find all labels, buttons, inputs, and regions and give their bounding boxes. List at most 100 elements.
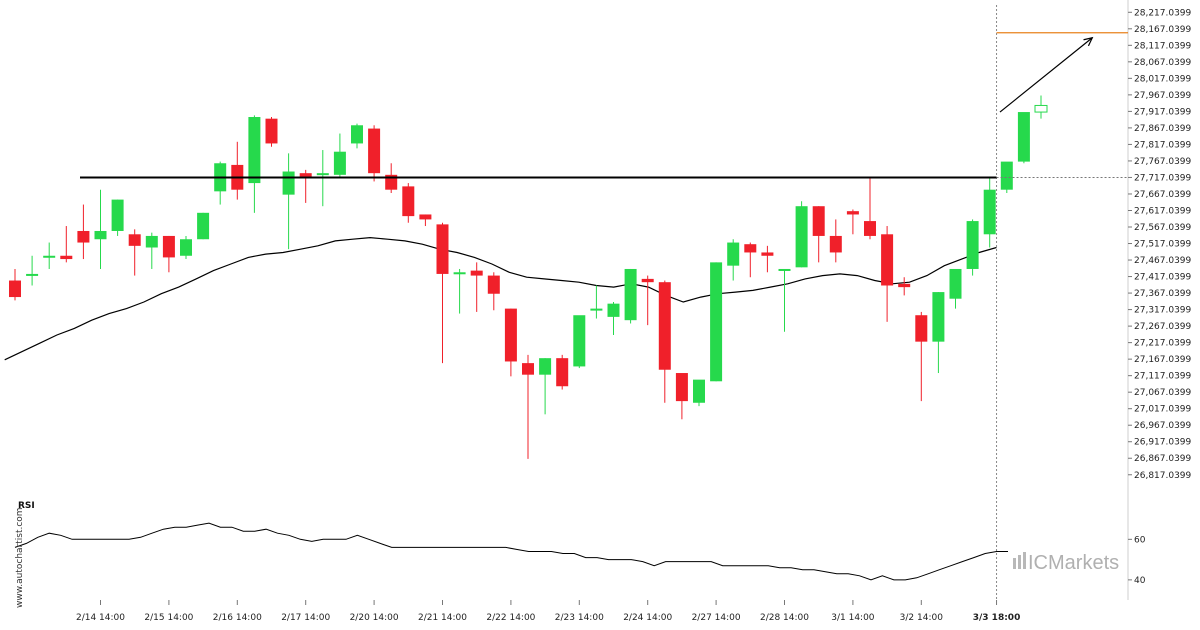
candle-body [727,242,740,266]
candle [470,262,483,312]
candle-body [966,221,979,269]
candle-body [145,235,158,248]
candle [573,315,586,369]
time-tick-label: 2/16 14:00 [213,613,262,623]
candle-body [128,234,141,246]
candle [881,226,894,322]
candle-body [77,230,90,243]
price-axis: 28,217.0399 28,167.0399 28,117.0399 28,067.… [1128,8,1192,481]
candle [641,275,654,326]
brand-bar-icon [1018,555,1021,569]
candle-body [180,239,192,256]
price-tick-label: 27,417.0399 [1134,273,1192,283]
time-tick-label: 2/14 14:00 [76,613,125,623]
candle [214,161,227,205]
candle [453,268,466,314]
candle-body [1000,161,1013,190]
candle [94,189,107,269]
candle [351,123,363,149]
candle-body [915,315,928,342]
candle [966,219,979,276]
candle [402,183,415,223]
candle-body [504,308,517,362]
time-tick-label: 2/15 14:00 [144,613,193,623]
price-tick-label: 27,617.0399 [1134,206,1192,216]
candle-body [983,189,996,235]
candle-body [453,272,466,275]
time-tick-label: 2/28 14:00 [760,613,809,623]
candle-body [9,280,21,298]
candle [658,280,671,403]
price-tick-label: 27,567.0399 [1134,223,1192,233]
price-tick-label: 28,017.0399 [1134,74,1192,84]
annotation-layer [80,5,1128,600]
time-axis: 2/14 14:00 2/15 14:00 2/16 14:00 2/17 14:00… [76,600,1020,623]
price-tick-label: 28,117.0399 [1134,41,1192,51]
candle [761,245,774,273]
time-tick-label: 2/24 14:00 [623,613,672,623]
candle [162,235,175,273]
candle [265,117,278,147]
candle-body [881,234,894,286]
candle [282,153,295,250]
price-tick-label: 27,217.0399 [1134,339,1192,349]
brand-name: Markets [1048,552,1119,574]
candle-body [795,206,808,268]
candle-body [94,230,107,240]
candle-body [761,252,774,256]
candle-body [351,125,363,144]
candle [299,169,312,203]
price-tick-label: 26,967.0399 [1134,421,1192,431]
moving-average-line [4,236,997,361]
candle-body [60,255,73,260]
candle [231,141,244,200]
candle [727,239,740,281]
candle [539,358,552,415]
candle-body [864,221,876,236]
candle [197,212,210,240]
price-tick-label: 27,967.0399 [1134,91,1192,101]
price-tick-label: 26,817.0399 [1134,471,1192,481]
candle-body [470,270,483,276]
candle [145,232,158,269]
candle [795,201,808,268]
candle [983,176,996,248]
candle-body [282,171,295,195]
candle [864,176,876,240]
candle [368,125,381,182]
candle-body [744,244,757,253]
candle [590,285,603,319]
time-tick-label: 2/27 14:00 [692,613,741,623]
candle [675,373,688,420]
candle [333,133,346,179]
time-tick-label: 2/22 14:00 [486,613,535,623]
candle-body [26,273,39,276]
rsi-line [14,522,1008,581]
time-tick-label: 2/23 14:00 [555,613,604,623]
candle-body [385,174,398,190]
price-tick-label: 28,167.0399 [1134,25,1192,35]
candle-body [436,224,449,274]
candle [898,277,911,296]
candle [128,229,141,276]
candle-body [248,117,261,184]
candle [778,268,791,332]
price-tick-label: 28,217.0399 [1134,8,1192,18]
candle-body [162,235,175,258]
time-tick-label: 3/3 18:00 [973,613,1021,623]
candle-body [1034,104,1048,113]
candle [60,226,73,263]
projection-arrow-line [999,37,1093,113]
candle-body [1017,112,1030,162]
time-tick-label: 3/1 14:00 [831,613,875,623]
candle [26,255,39,286]
candle-body [402,186,415,217]
price-tick-label: 27,817.0399 [1134,140,1192,150]
price-tick-label: 27,767.0399 [1134,157,1192,167]
rsi-tick-label: 60 [1134,535,1146,545]
candle [693,379,705,407]
candle-body [556,358,569,387]
price-tick-label: 27,167.0399 [1134,355,1192,365]
price-tick-label: 27,117.0399 [1134,372,1192,382]
price-tick-label: 27,717.0399 [1134,173,1192,183]
